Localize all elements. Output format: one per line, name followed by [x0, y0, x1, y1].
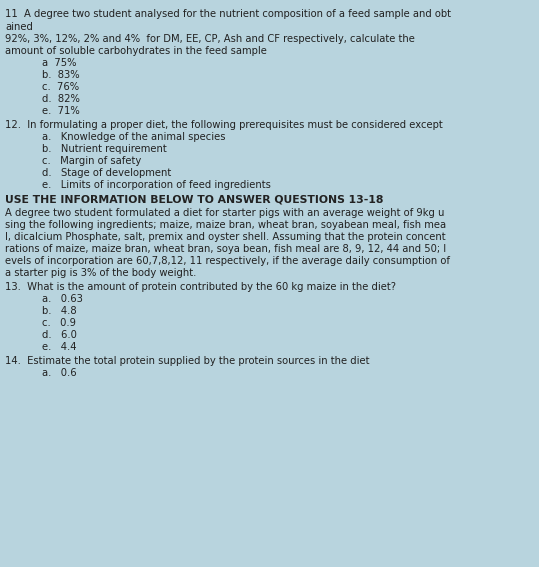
Text: ained: ained: [5, 22, 33, 32]
Text: d.  82%: d. 82%: [42, 94, 80, 104]
Text: amount of soluble carbohydrates in the feed sample: amount of soluble carbohydrates in the f…: [5, 46, 267, 56]
Text: a.   Knowledge of the animal species: a. Knowledge of the animal species: [42, 132, 225, 142]
Text: a starter pig is 3% of the body weight.: a starter pig is 3% of the body weight.: [5, 268, 196, 278]
Text: A degree two student formulated a diet for starter pigs with an average weight o: A degree two student formulated a diet f…: [5, 208, 444, 218]
Text: b.   Nutrient requirement: b. Nutrient requirement: [42, 144, 167, 154]
Text: a  75%: a 75%: [42, 58, 77, 68]
Text: rations of maize, maize bran, wheat bran, soya bean, fish meal are 8, 9, 12, 44 : rations of maize, maize bran, wheat bran…: [5, 244, 446, 254]
Text: 14.  Estimate the total protein supplied by the protein sources in the diet: 14. Estimate the total protein supplied …: [5, 356, 370, 366]
Text: 13.  What is the amount of protein contributed by the 60 kg maize in the diet?: 13. What is the amount of protein contri…: [5, 282, 396, 292]
Text: l, dicalcium Phosphate, salt, premix and oyster shell. Assuming that the protein: l, dicalcium Phosphate, salt, premix and…: [5, 232, 446, 242]
Text: USE THE INFORMATION BELOW TO ANSWER QUESTIONS 13-18: USE THE INFORMATION BELOW TO ANSWER QUES…: [5, 194, 383, 204]
Text: 11  A degree two student analysed for the nutrient composition of a feed sample : 11 A degree two student analysed for the…: [5, 9, 451, 19]
Text: a.   0.6: a. 0.6: [42, 368, 77, 378]
Text: e.  71%: e. 71%: [42, 106, 80, 116]
Text: evels of incorporation are 60,7,8,12, 11 respectively, if the average daily cons: evels of incorporation are 60,7,8,12, 11…: [5, 256, 450, 266]
Text: c.   Margin of safety: c. Margin of safety: [42, 156, 141, 166]
Text: e.   4.4: e. 4.4: [42, 342, 77, 352]
Text: b.  83%: b. 83%: [42, 70, 80, 80]
Text: sing the following ingredients; maize, maize bran, wheat bran, soyabean meal, fi: sing the following ingredients; maize, m…: [5, 220, 446, 230]
Text: 12.  In formulating a proper diet, the following prerequisites must be considere: 12. In formulating a proper diet, the fo…: [5, 120, 443, 130]
Text: e.   Limits of incorporation of feed ingredients: e. Limits of incorporation of feed ingre…: [42, 180, 271, 190]
Text: c.   0.9: c. 0.9: [42, 318, 76, 328]
Text: 92%, 3%, 12%, 2% and 4%  for DM, EE, CP, Ash and CF respectively, calculate the: 92%, 3%, 12%, 2% and 4% for DM, EE, CP, …: [5, 34, 415, 44]
Text: c.  76%: c. 76%: [42, 82, 79, 92]
Text: d.   Stage of development: d. Stage of development: [42, 168, 171, 178]
Text: b.   4.8: b. 4.8: [42, 306, 77, 316]
Text: a.   0.63: a. 0.63: [42, 294, 83, 304]
Text: d.   6.0: d. 6.0: [42, 330, 77, 340]
